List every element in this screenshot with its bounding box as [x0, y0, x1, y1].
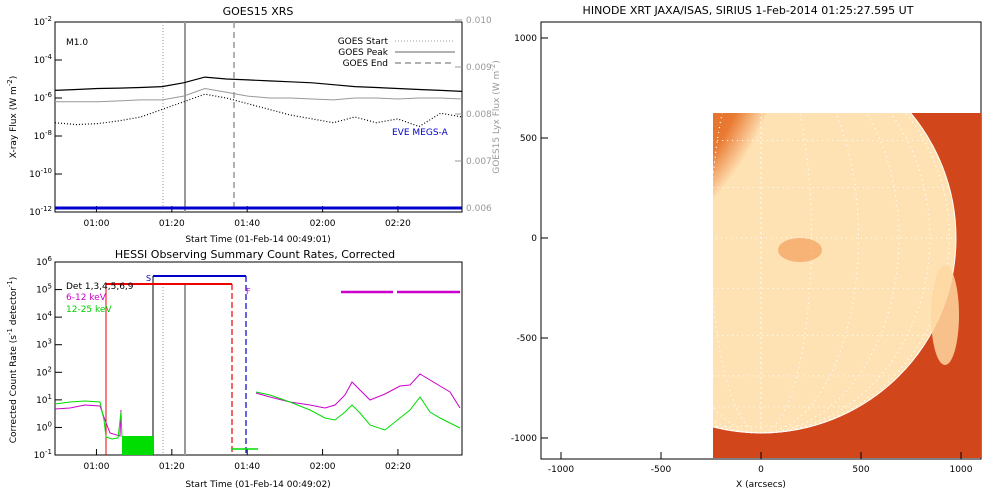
goes-y2-tick-label: 0.006 — [466, 204, 492, 214]
xrt-longitude-line — [713, 113, 812, 434]
hessi-y-axis: 10-1 100 101 102 103 104 105 106 — [34, 255, 62, 461]
xrt-x-tick-label: -1000 — [548, 465, 574, 475]
goes-y2-label: GOES15 Lyx Flux (W m-2) — [489, 60, 502, 174]
goes-short-series — [55, 93, 462, 128]
goes-x-tick-label: 01:40 — [234, 219, 260, 229]
xrt-active-region — [778, 238, 822, 262]
xrt-y-axis: 1000 500 0 -500 -1000 — [511, 34, 548, 444]
goes-y2-tick-label: 0.009 — [466, 63, 492, 73]
hessi-detectors-label: Det 1,3,4,5,6,9 — [66, 282, 134, 292]
goes-y2-axis: 0.006 0.007 0.008 0.009 0.010 — [455, 16, 492, 214]
goes-x-tick-label: 01:00 — [83, 219, 109, 229]
hessi-x-axis: 01:00 01:20 01:40 02:00 02:20 — [83, 449, 411, 472]
goes-plot-frame — [54, 21, 463, 213]
xrt-x-label: X (arcsecs) — [736, 480, 786, 490]
hessi-y-tick-label: 106 — [36, 255, 52, 268]
hessi-y-label: Corrected Count Rate (s-1 detector-1) — [6, 277, 19, 444]
xrt-y-tick-label: -500 — [517, 334, 538, 344]
hessi-6-12-series-b — [255, 373, 461, 409]
hessi-y-tick-label: 104 — [36, 310, 52, 323]
xrt-bright-region — [931, 265, 959, 365]
hessi-s-marker: S — [146, 274, 151, 283]
goes-title: GOES15 XRS — [223, 5, 294, 18]
goes-y-tick-label: 10-10 — [29, 167, 52, 180]
hessi-panel: HESSI Observing Summary Count Rates, Cor… — [6, 248, 463, 490]
xrt-x-axis: -1000 -500 0 500 1000 — [548, 452, 973, 475]
goes-y2-tick-label: 0.010 — [466, 16, 492, 26]
hessi-x-tick-label: 02:00 — [310, 462, 336, 472]
hessi-legend-12-25: 12-25 keV — [66, 305, 112, 315]
hessi-f-marker: F — [246, 287, 251, 296]
xrt-longitude-line — [713, 113, 859, 434]
xrt-title: HINODE XRT JAXA/ISAS, SIRIUS 1-Feb-2014 … — [583, 4, 914, 17]
hessi-attenuator-block — [122, 436, 153, 455]
hessi-y-tick-label: 101 — [36, 393, 52, 406]
goes-long-series — [55, 76, 462, 92]
hessi-y-tick-label: 100 — [36, 420, 52, 433]
xrt-x-tick-label: -500 — [651, 465, 672, 475]
goes-y-tick-label: 10-4 — [34, 53, 53, 66]
hessi-x-tick-label: 01:20 — [159, 462, 185, 472]
xrt-y-tick-label: -1000 — [511, 434, 537, 444]
legend-start-label: GOES Start — [338, 37, 389, 47]
xrt-x-tick-label: 500 — [852, 465, 869, 475]
goes-y-tick-label: 10-6 — [34, 91, 53, 104]
hessi-y-tick-label: 103 — [36, 338, 52, 351]
hessi-12-25-series-a — [55, 400, 123, 440]
goes-x-tick-label: 02:00 — [310, 219, 336, 229]
xrt-y-tick-label: 1000 — [514, 34, 537, 44]
hessi-x-tick-label: 01:40 — [234, 462, 260, 472]
hessi-y-tick-label: 10-1 — [34, 448, 52, 461]
hessi-plot-frame — [54, 261, 463, 456]
hessi-12-25-series-b — [255, 391, 461, 431]
goes-x-label: Start Time (01-Feb-14 00:49:01) — [185, 235, 330, 245]
legend-peak-label: GOES Peak — [338, 48, 388, 58]
xrt-solar-image — [713, 113, 981, 458]
xrt-x-tick-label: 1000 — [950, 465, 973, 475]
hessi-title: HESSI Observing Summary Count Rates, Cor… — [115, 248, 395, 261]
hessi-x-label: Start Time (01-Feb-14 00:49:02) — [185, 480, 330, 490]
goes-flare-class: M1.0 — [66, 38, 88, 48]
xrt-y-tick-label: 500 — [520, 134, 537, 144]
goes-y-tick-label: 10-8 — [34, 129, 52, 142]
xrt-y-tick-label: 0 — [531, 234, 537, 244]
xrt-x-tick-label: 0 — [758, 465, 764, 475]
goes-y-label: X-ray Flux (W m-2) — [6, 76, 19, 158]
goes-legend: GOES Start GOES Peak GOES End — [338, 37, 455, 69]
hessi-x-tick-label: 02:20 — [385, 462, 411, 472]
hessi-legend-6-12: 6-12 keV — [66, 293, 107, 303]
goes-y-axis: 10-12 10-10 10-8 10-6 10-4 10-2 — [29, 15, 62, 218]
goes-panel: GOES15 XRS 10-12 10-10 10-8 10-6 10-4 10-2 0.… — [6, 5, 502, 245]
eve-megs-label: EVE MEGS-A — [392, 128, 449, 138]
hessi-y-tick-label: 102 — [36, 365, 52, 378]
goes-y-tick-label: 10-2 — [34, 15, 52, 28]
goes-x-tick-label: 01:20 — [159, 219, 185, 229]
xrt-limb — [713, 113, 957, 434]
hessi-6-12-series-a — [55, 404, 122, 437]
goes-y2-tick-label: 0.007 — [466, 157, 492, 167]
goes-x-tick-label: 02:20 — [385, 219, 411, 229]
goes-y-tick-label: 10-12 — [29, 205, 52, 218]
goes-y2-tick-label: 0.008 — [466, 110, 492, 120]
legend-end-label: GOES End — [343, 59, 388, 69]
hessi-x-tick-label: 01:00 — [83, 462, 109, 472]
xrt-panel: HINODE XRT JAXA/ISAS, SIRIUS 1-Feb-2014 … — [511, 4, 982, 490]
hessi-y-tick-label: 105 — [36, 283, 52, 296]
goes-lyx-series — [55, 87, 462, 103]
